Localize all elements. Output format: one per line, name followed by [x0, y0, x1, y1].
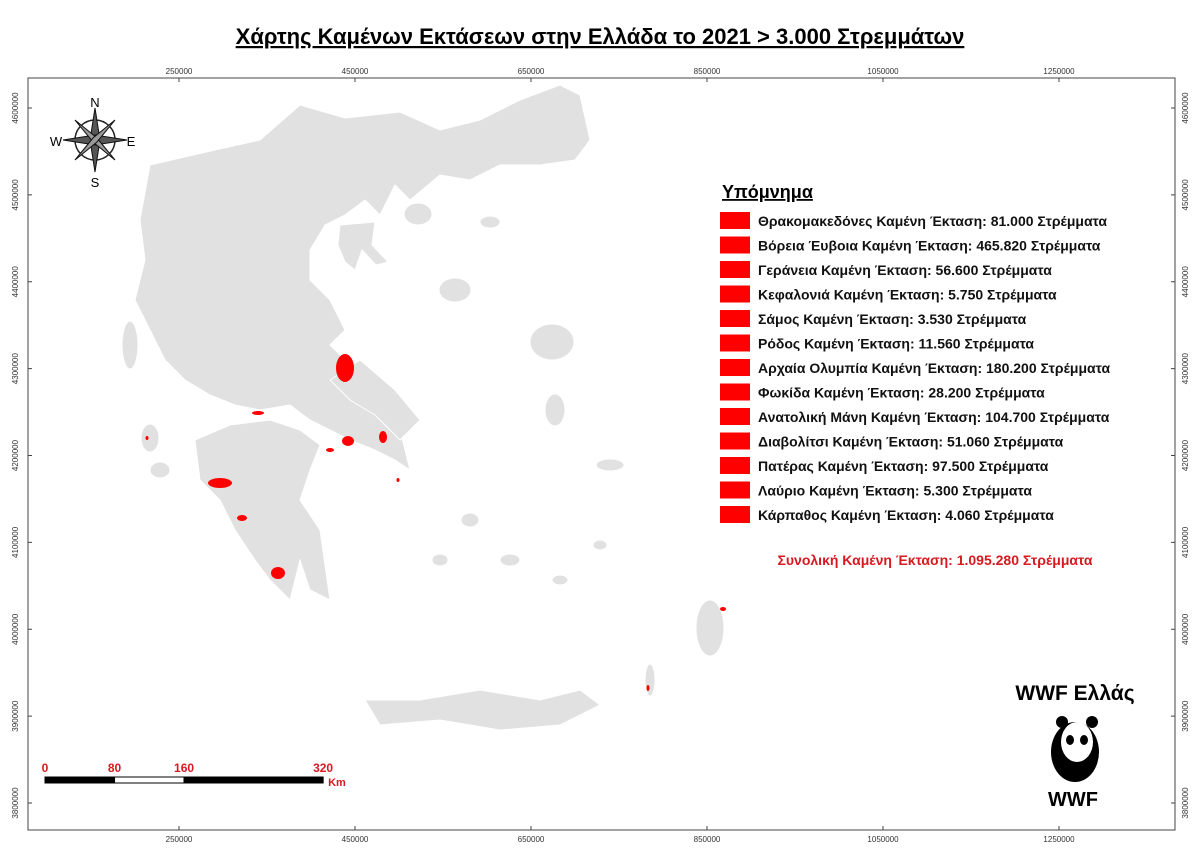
x-tick-label: 650000 [518, 67, 545, 76]
y-tick-label: 4000000 [1181, 613, 1190, 645]
compass-e: E [127, 134, 136, 149]
x-tick-label: 1050000 [867, 835, 899, 844]
x-tick-label: 1050000 [867, 67, 899, 76]
legend-swatch [720, 481, 750, 499]
legend-item: Φωκίδα Καμένη Έκταση: 28.200 Στρέμματα [758, 385, 1045, 401]
y-tick-label: 4500000 [11, 179, 20, 211]
title: Χάρτης Καμένων Εκτάσεων στην Ελλάδα το 2… [236, 24, 965, 49]
y-tick-label: 4100000 [1181, 526, 1190, 558]
scale-label: 320 [313, 761, 333, 775]
compass-w: W [50, 134, 63, 149]
legend-swatch [720, 359, 750, 376]
x-tick-label: 850000 [694, 835, 721, 844]
scale-label: 80 [108, 761, 122, 775]
legend-swatch [720, 457, 750, 474]
legend-swatch [720, 408, 750, 425]
x-tick-label: 450000 [342, 67, 369, 76]
brand: WWF Ελλάς [1015, 682, 1134, 705]
scale-bar: 0 80 160 320 Km [42, 761, 346, 789]
legend-item: Κάρπαθος Καμένη Έκταση: 4.060 Στρέμματα [758, 507, 1054, 523]
logo-text: WWF [1048, 789, 1098, 811]
wwf-logo: WWF [1048, 716, 1099, 811]
legend: Θρακομακεδόνες Καμένη Έκταση: 81.000 Στρ… [720, 212, 1110, 523]
y-tick-label: 4600000 [11, 92, 20, 124]
legend-item: Σάμος Καμένη Έκταση: 3.530 Στρέμματα [758, 311, 1027, 327]
legend-swatch [720, 212, 750, 229]
y-tick-label: 3800000 [11, 787, 20, 819]
y-tick-label: 4200000 [1181, 439, 1190, 471]
scale-label: 0 [42, 761, 49, 775]
legend-item: Διαβολίτσι Καμένη Έκταση: 51.060 Στρέμμα… [758, 434, 1064, 450]
y-tick-label: 4600000 [1181, 92, 1190, 124]
legend-swatch [720, 383, 750, 401]
coordinate-ticks: 250000 250000 450000 450000 650000 650000 8500… [11, 67, 1190, 844]
legend-item: Ανατολική Μάνη Καμένη Έκταση: 104.700 Στ… [758, 409, 1110, 425]
y-tick-label: 4000000 [11, 613, 20, 645]
scale-segment [183, 776, 324, 784]
y-tick-label: 3900000 [11, 700, 20, 732]
burned-areas [145, 354, 726, 691]
y-tick-label: 4200000 [11, 439, 20, 471]
scale-label: 160 [174, 761, 194, 775]
compass-s: S [91, 175, 100, 190]
legend-item: Θρακομακεδόνες Καμένη Έκταση: 81.000 Στρ… [758, 213, 1107, 229]
y-tick-label: 4100000 [11, 526, 20, 558]
legend-swatch [720, 285, 750, 303]
legend-item: Ρόδος Καμένη Έκταση: 11.560 Στρέμματα [758, 336, 1034, 352]
legend-item: Πατέρας Καμένη Έκταση: 97.500 Στρέμματα [758, 458, 1049, 474]
y-tick-label: 4500000 [1181, 179, 1190, 211]
x-tick-label: 450000 [342, 835, 369, 844]
x-tick-label: 1250000 [1043, 67, 1075, 76]
legend-item: Κεφαλονιά Καμένη Έκταση: 5.750 Στρέμματα [758, 287, 1057, 303]
x-tick-label: 850000 [694, 67, 721, 76]
legend-item: Γεράνεια Καμένη Έκταση: 56.600 Στρέμματα [758, 262, 1052, 278]
y-tick-label: 4300000 [11, 353, 20, 385]
x-tick-label: 650000 [518, 835, 545, 844]
legend-swatch [720, 310, 750, 327]
land [121, 84, 725, 731]
x-tick-label: 1250000 [1043, 835, 1075, 844]
legend-item: Αρχαία Ολυμπία Καμένη Έκταση: 180.200 Στ… [758, 360, 1110, 376]
legend-title: Υπόμνημα [722, 182, 813, 202]
x-tick-label: 250000 [166, 835, 193, 844]
legend-swatch [720, 432, 750, 450]
legend-swatch [720, 334, 750, 352]
legend-swatch [720, 261, 750, 278]
y-tick-label: 4400000 [1181, 266, 1190, 298]
x-tick-label: 250000 [166, 67, 193, 76]
scale-segment [44, 776, 116, 784]
y-tick-label: 4300000 [1181, 353, 1190, 385]
scale-unit: Km [328, 777, 346, 789]
y-tick-label: 3800000 [1181, 787, 1190, 819]
legend-swatch [720, 236, 750, 254]
y-tick-label: 3900000 [1181, 700, 1190, 732]
legend-item: Λαύριο Καμένη Έκταση: 5.300 Στρέμματα [758, 483, 1032, 499]
y-tick-label: 4400000 [11, 266, 20, 298]
compass: N S E W [50, 95, 136, 190]
legend-item: Βόρεια Έυβοια Καμένη Έκταση: 465.820 Στρ… [758, 238, 1101, 254]
scale-segment [114, 776, 185, 784]
total: Συνολική Καμένη Έκταση: 1.095.280 Στρέμμ… [778, 552, 1093, 568]
legend-swatch [720, 506, 750, 523]
compass-n: N [90, 95, 99, 110]
